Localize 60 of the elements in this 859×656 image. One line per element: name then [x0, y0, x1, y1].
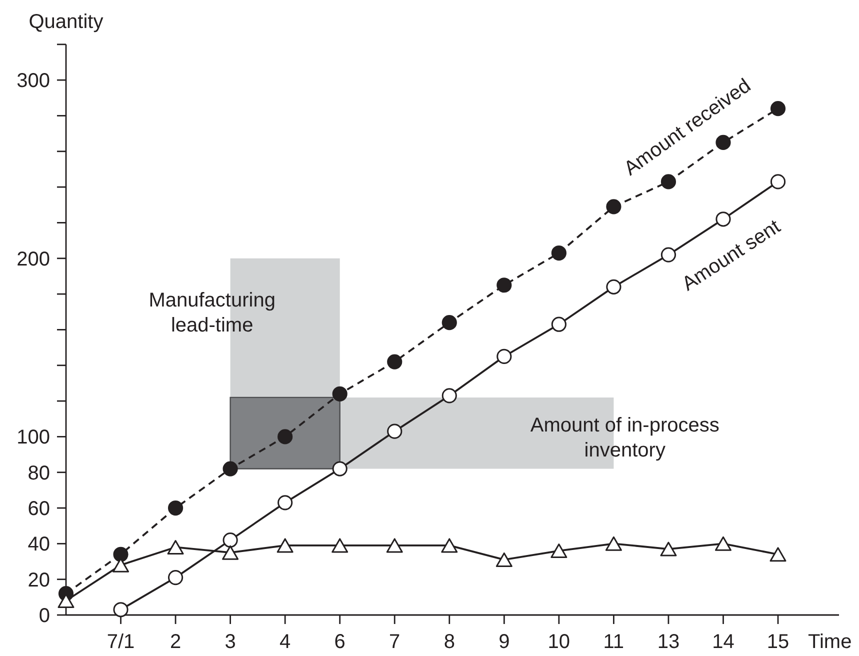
point: [278, 429, 293, 444]
point: [716, 212, 731, 227]
y-tick-label: 80: [28, 462, 50, 484]
point: [167, 540, 184, 554]
x-tick-label: 14: [712, 631, 734, 653]
x-tick-label: 8: [444, 631, 455, 653]
y-tick-label: 60: [28, 498, 50, 520]
point: [770, 101, 786, 116]
annotation: Amount of in-process inventory: [530, 414, 720, 462]
y-tick-label: 0: [38, 605, 50, 627]
point: [222, 461, 238, 476]
point: [168, 500, 184, 516]
point: [222, 532, 238, 548]
point: [442, 315, 457, 330]
x-tick-label: 7: [389, 631, 400, 653]
x-axis-title: Time: [808, 631, 852, 653]
point: [332, 386, 348, 402]
x-tick-label: 15: [766, 631, 790, 653]
point: [550, 544, 568, 558]
point: [442, 388, 457, 404]
point: [386, 538, 403, 553]
point: [660, 542, 677, 556]
point: [168, 570, 184, 586]
point: [660, 247, 676, 262]
y-tick-label: 100: [16, 426, 50, 449]
point: [770, 547, 786, 562]
x-tick-label: 13: [657, 631, 680, 653]
point: [496, 348, 512, 364]
point: [332, 461, 348, 476]
y-tick-label: 300: [16, 70, 50, 92]
x-tick-label: 3: [224, 631, 236, 653]
y-axis-title: Quantity: [28, 11, 104, 33]
x-tick-label: 11: [603, 631, 624, 653]
point: [276, 538, 294, 553]
point: [606, 279, 622, 294]
x-tick-label: 10: [548, 631, 570, 653]
point: [441, 538, 458, 553]
point: [278, 495, 293, 510]
x-tick-label: 9: [498, 631, 510, 653]
x-tick-label: 4: [280, 631, 291, 653]
y-tick-label: 200: [16, 248, 50, 270]
point: [606, 199, 622, 214]
point: [714, 536, 732, 551]
x-tick-label: 2: [170, 631, 182, 653]
point: [551, 245, 566, 261]
y-tick-label: 20: [28, 569, 50, 592]
point: [551, 316, 566, 332]
point: [387, 424, 402, 439]
point: [496, 552, 512, 567]
y-tick-label: 40: [28, 534, 50, 556]
x-tick-label: 6: [334, 631, 346, 653]
point: [332, 538, 348, 553]
point: [605, 536, 622, 551]
point: [387, 354, 402, 370]
point: [496, 278, 512, 293]
point: [716, 134, 731, 150]
x-tick-label: 7/1: [106, 631, 135, 653]
point: [222, 545, 239, 560]
annotation: Manufacturing lead-time: [148, 290, 276, 337]
point: [113, 546, 128, 562]
